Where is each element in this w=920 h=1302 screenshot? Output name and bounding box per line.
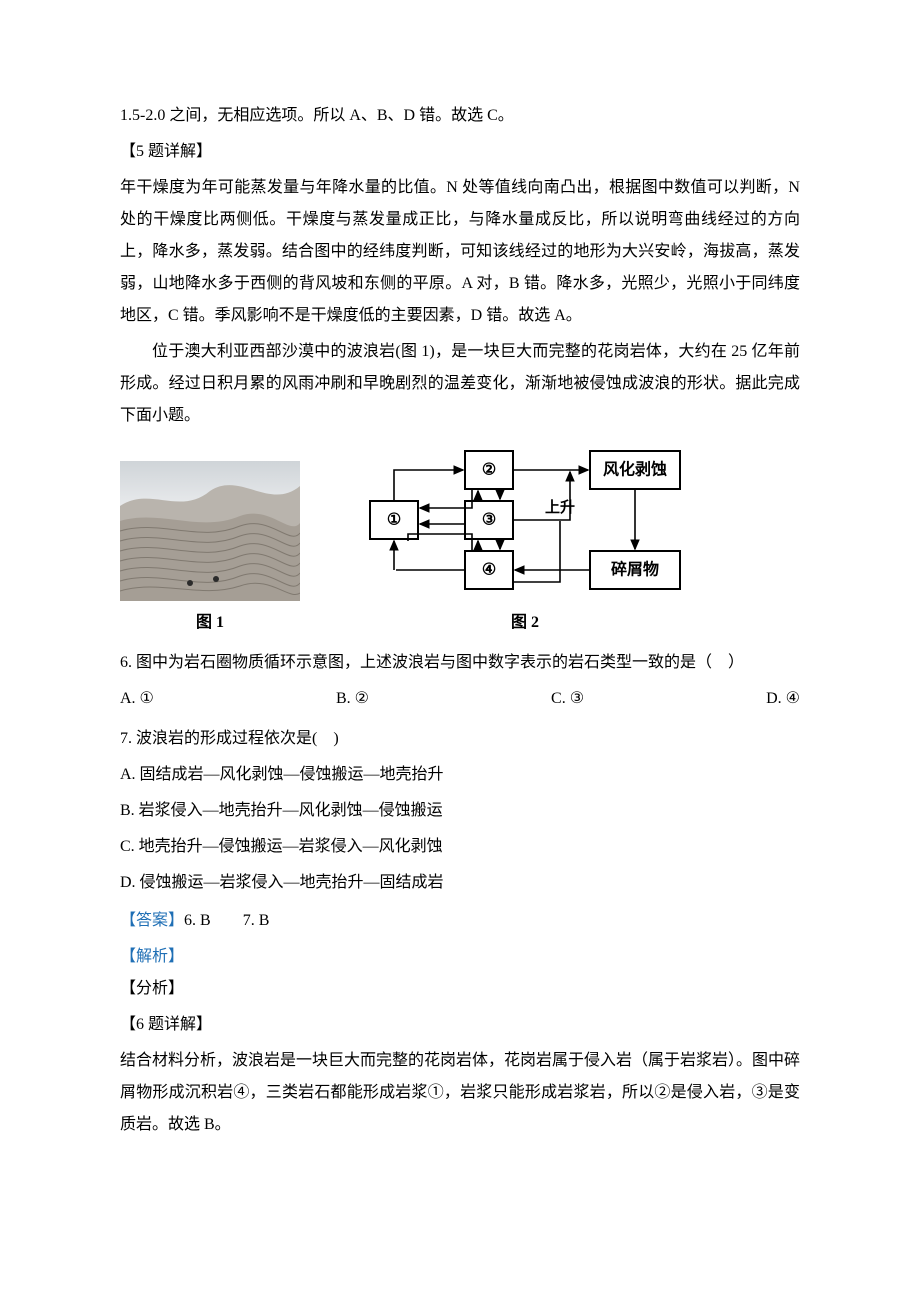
node-1-label: ① [387, 512, 401, 529]
q5-detail-title: 【5 题详解】 [120, 136, 800, 168]
rock-cycle-diagram: ① ② ③ ④ 风化剥蚀 碎屑物 上升 [360, 446, 690, 601]
q6-detail-text: 结合材料分析，波浪岩是一块巨大而完整的花岗岩体，花岗岩属于侵入岩（属于岩浆岩）。… [120, 1045, 800, 1141]
wave-rock-photo [120, 461, 300, 601]
figure-1-caption: 图 1 [196, 607, 224, 639]
node-2-label: ② [482, 462, 496, 479]
prev-explanation-continued: 1.5-2.0 之间，无相应选项。所以 A、B、D 错。故选 C。 [120, 100, 800, 132]
weathering-label: 风化剥蚀 [603, 460, 667, 479]
q7-opt-a: A. 固结成岩—风化剥蚀—侵蚀搬运—地壳抬升 [120, 759, 800, 791]
answer-line: 【答案】6. B 7. B [120, 905, 800, 937]
node-4-label: ④ [482, 562, 496, 579]
node-3-label: ③ [482, 512, 496, 529]
q5-detail-text: 年干燥度为年可能蒸发量与年降水量的比值。N 处等值线向南凸出，根据图中数值可以判… [120, 172, 800, 332]
debris-label: 碎屑物 [611, 560, 659, 579]
q6-stem: 6. 图中为岩石圈物质循环示意图，上述波浪岩与图中数字表示的岩石类型一致的是（ … [120, 647, 800, 679]
q6-options: A. ① B. ② C. ③ D. ④ [120, 683, 800, 715]
q7-opt-b: B. 岩浆侵入—地壳抬升—风化剥蚀—侵蚀搬运 [120, 795, 800, 827]
q6-opt-d: D. ④ [766, 683, 800, 715]
q6-detail-title: 【6 题详解】 [120, 1009, 800, 1041]
q6-opt-c: C. ③ [551, 683, 584, 715]
q7-opt-c: C. 地壳抬升—侵蚀搬运—岩浆侵入—风化剥蚀 [120, 831, 800, 863]
fenxi-label: 【分析】 [120, 973, 800, 1005]
figure-2: ① ② ③ ④ 风化剥蚀 碎屑物 上升 [360, 446, 690, 639]
figure-2-caption: 图 2 [511, 607, 539, 639]
jiexi-label: 【解析】 [120, 941, 800, 973]
q7-opt-d: D. 侵蚀搬运—岩浆侵入—地壳抬升—固结成岩 [120, 867, 800, 899]
answer-label: 【答案】 [120, 912, 184, 929]
figures-row: 图 1 ① ② ③ ④ 风化剥蚀 碎屑物 上升 [120, 446, 800, 639]
q7-stem: 7. 波浪岩的形成过程依次是( ) [120, 723, 800, 755]
figure-1: 图 1 [120, 461, 300, 639]
answer-values: 6. B 7. B [184, 912, 269, 929]
q6-opt-a: A. ① [120, 683, 154, 715]
q6-opt-b: B. ② [336, 683, 369, 715]
context-paragraph: 位于澳大利亚西部沙漠中的波浪岩(图 1)，是一块巨大而完整的花岗岩体，大约在 2… [120, 336, 800, 432]
